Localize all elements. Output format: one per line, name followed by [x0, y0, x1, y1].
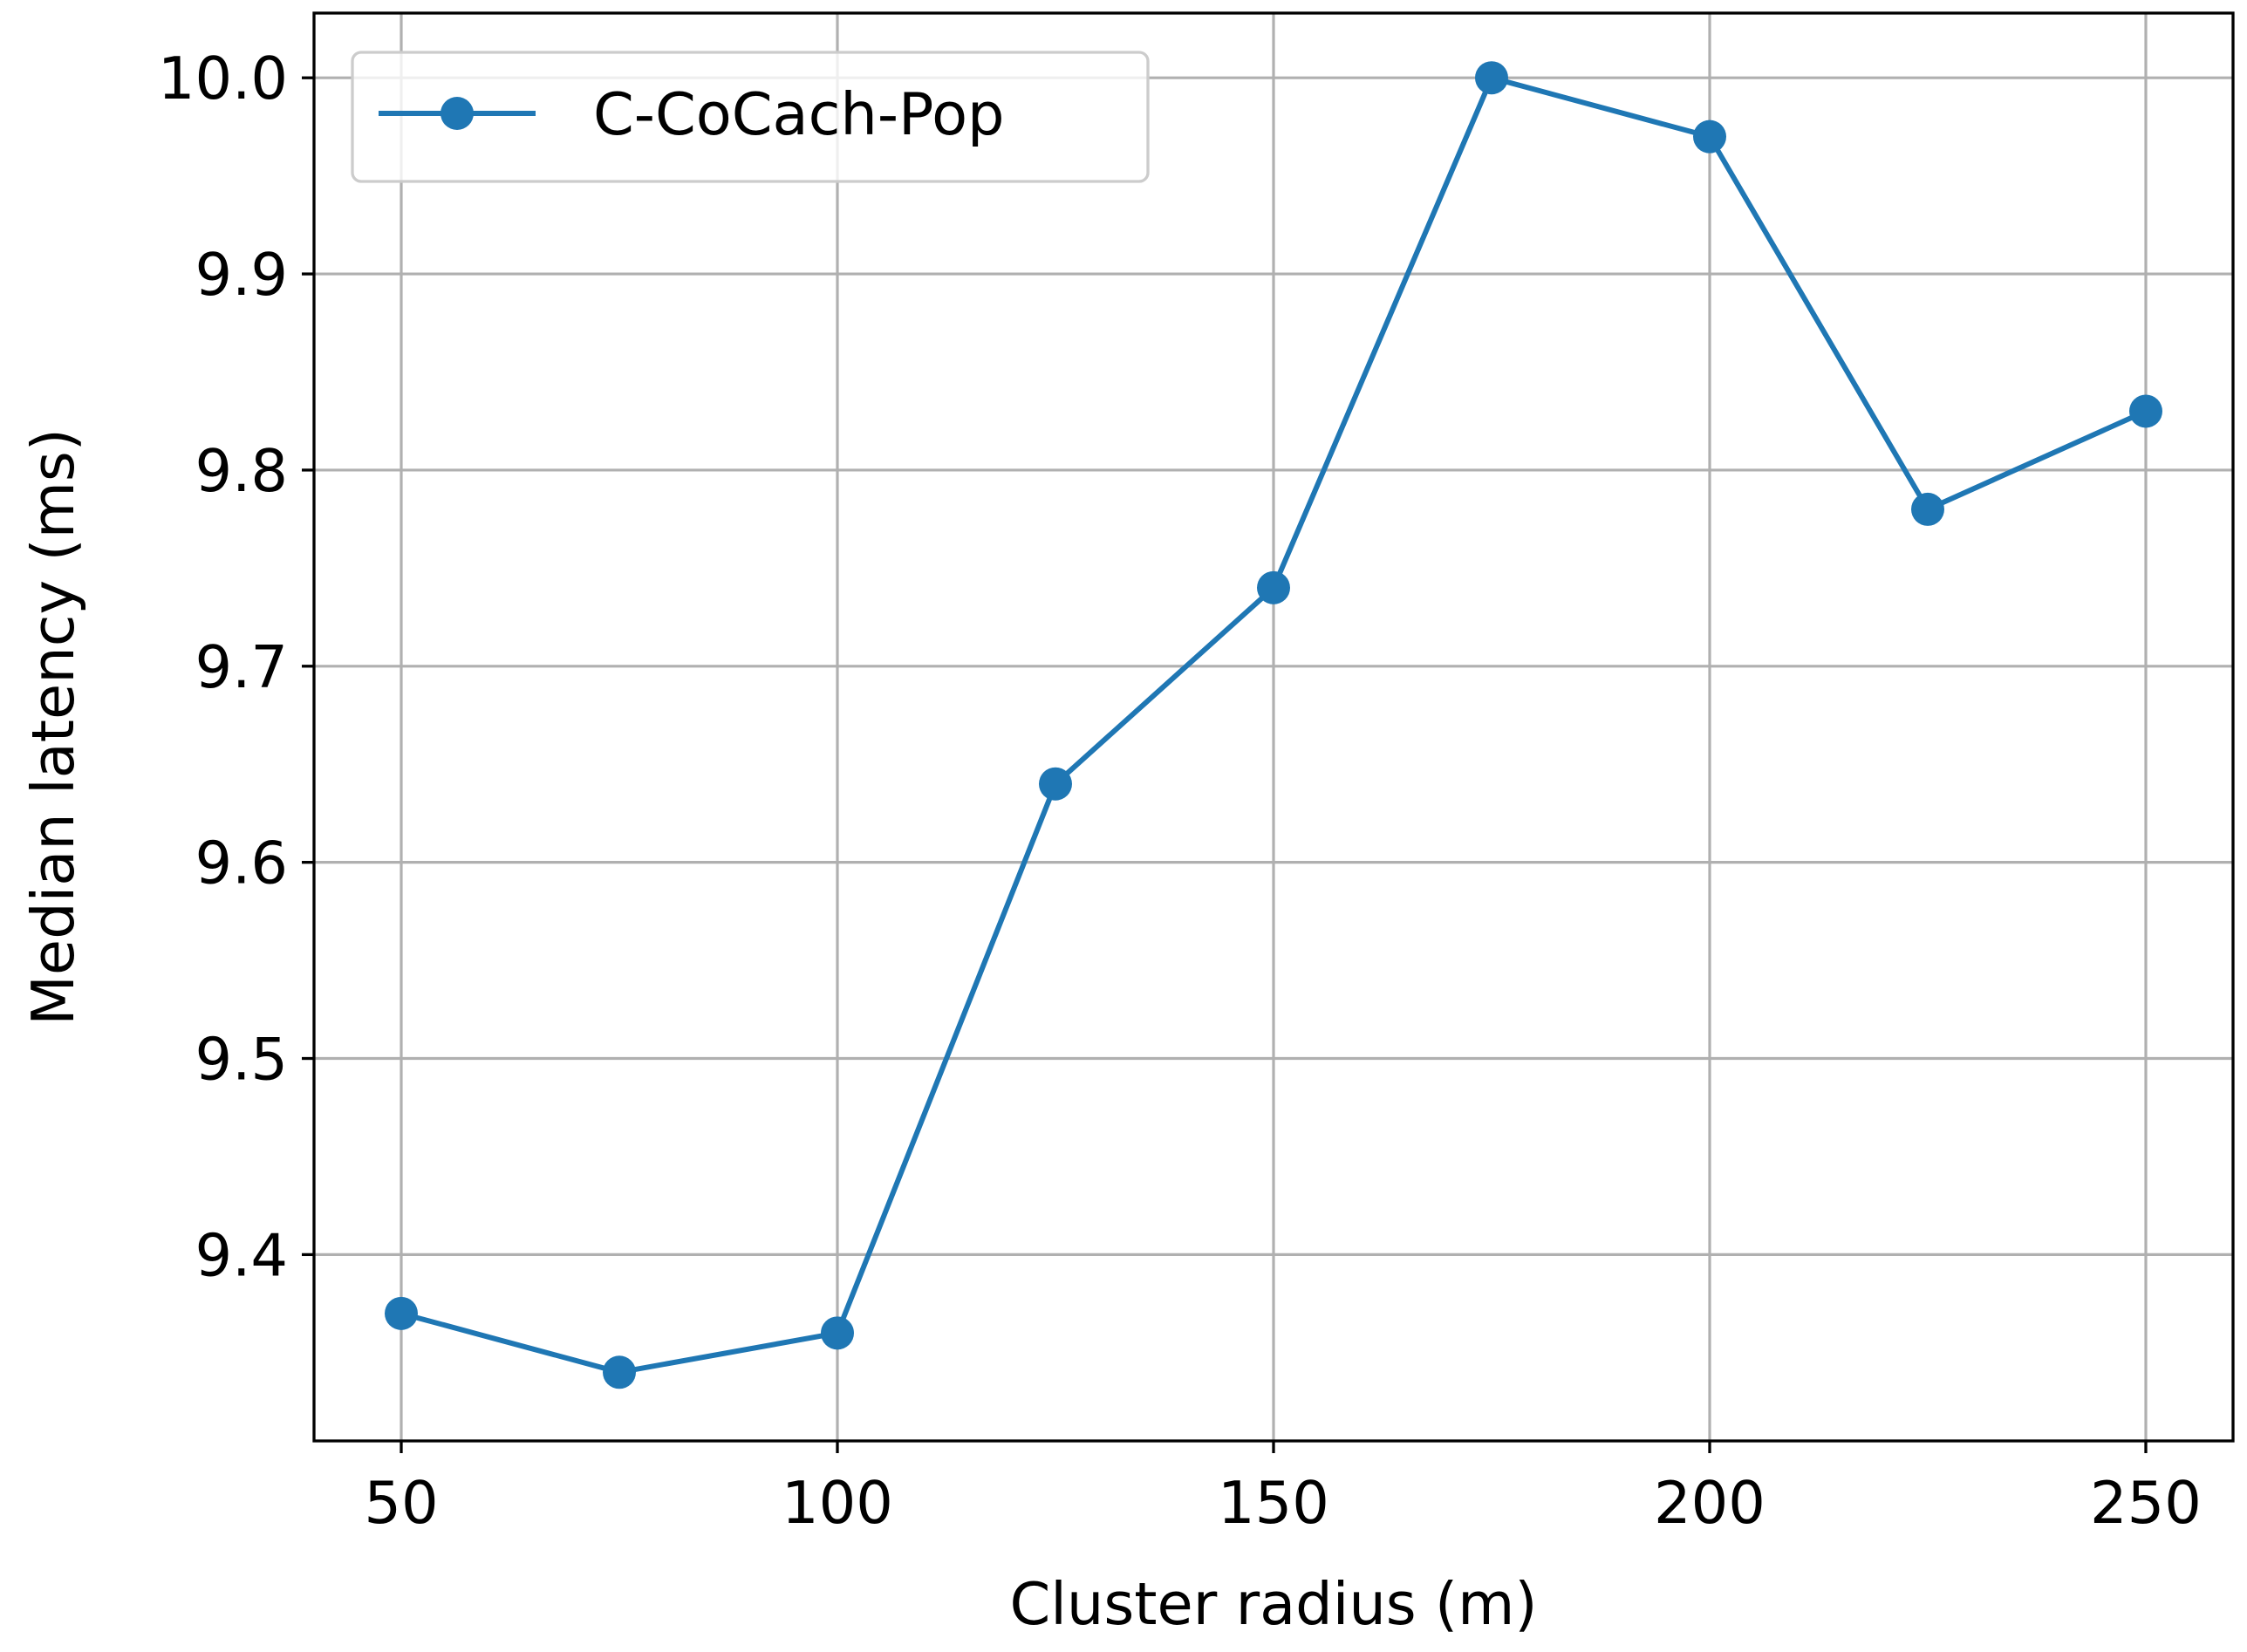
x-axis-label: Cluster radius (m) [1009, 1570, 1537, 1638]
y-tick-label: 9.7 [195, 633, 288, 701]
y-tick-label: 9.9 [195, 241, 288, 309]
x-tick-label: 150 [1218, 1469, 1329, 1537]
data-point [1911, 492, 1944, 526]
data-point [2129, 394, 2162, 428]
series-layer [385, 61, 2162, 1389]
legend-label: C-CoCach-Pop [593, 80, 1005, 148]
data-point [385, 1296, 418, 1330]
y-tick-label: 9.5 [195, 1026, 288, 1094]
x-tick-label: 50 [364, 1469, 438, 1537]
data-point [1475, 61, 1508, 95]
x-tick-label: 200 [1654, 1469, 1766, 1537]
y-tick-label: 10.0 [158, 44, 288, 113]
x-tick-label: 250 [2090, 1469, 2202, 1537]
data-point [1693, 119, 1726, 154]
y-axis-label: Median latency (ms) [19, 428, 87, 1026]
axis-ticks: 50 100 150 200 250 9.4 9.5 9.6 9.7 9.8 9.9 10.0 [158, 44, 2202, 1537]
data-point [821, 1316, 854, 1350]
legend-box [351, 51, 1150, 183]
x-tick-label: 100 [782, 1469, 893, 1537]
data-point [1039, 767, 1072, 801]
y-tick-label: 9.4 [195, 1221, 288, 1289]
data-point [603, 1355, 636, 1389]
legend-marker-swatch [441, 97, 474, 130]
y-tick-label: 9.6 [195, 829, 288, 898]
data-point [1257, 570, 1290, 604]
legend: C-CoCach-Pop [351, 51, 1150, 183]
grid [314, 13, 2233, 1441]
y-tick-label: 9.8 [195, 437, 288, 505]
